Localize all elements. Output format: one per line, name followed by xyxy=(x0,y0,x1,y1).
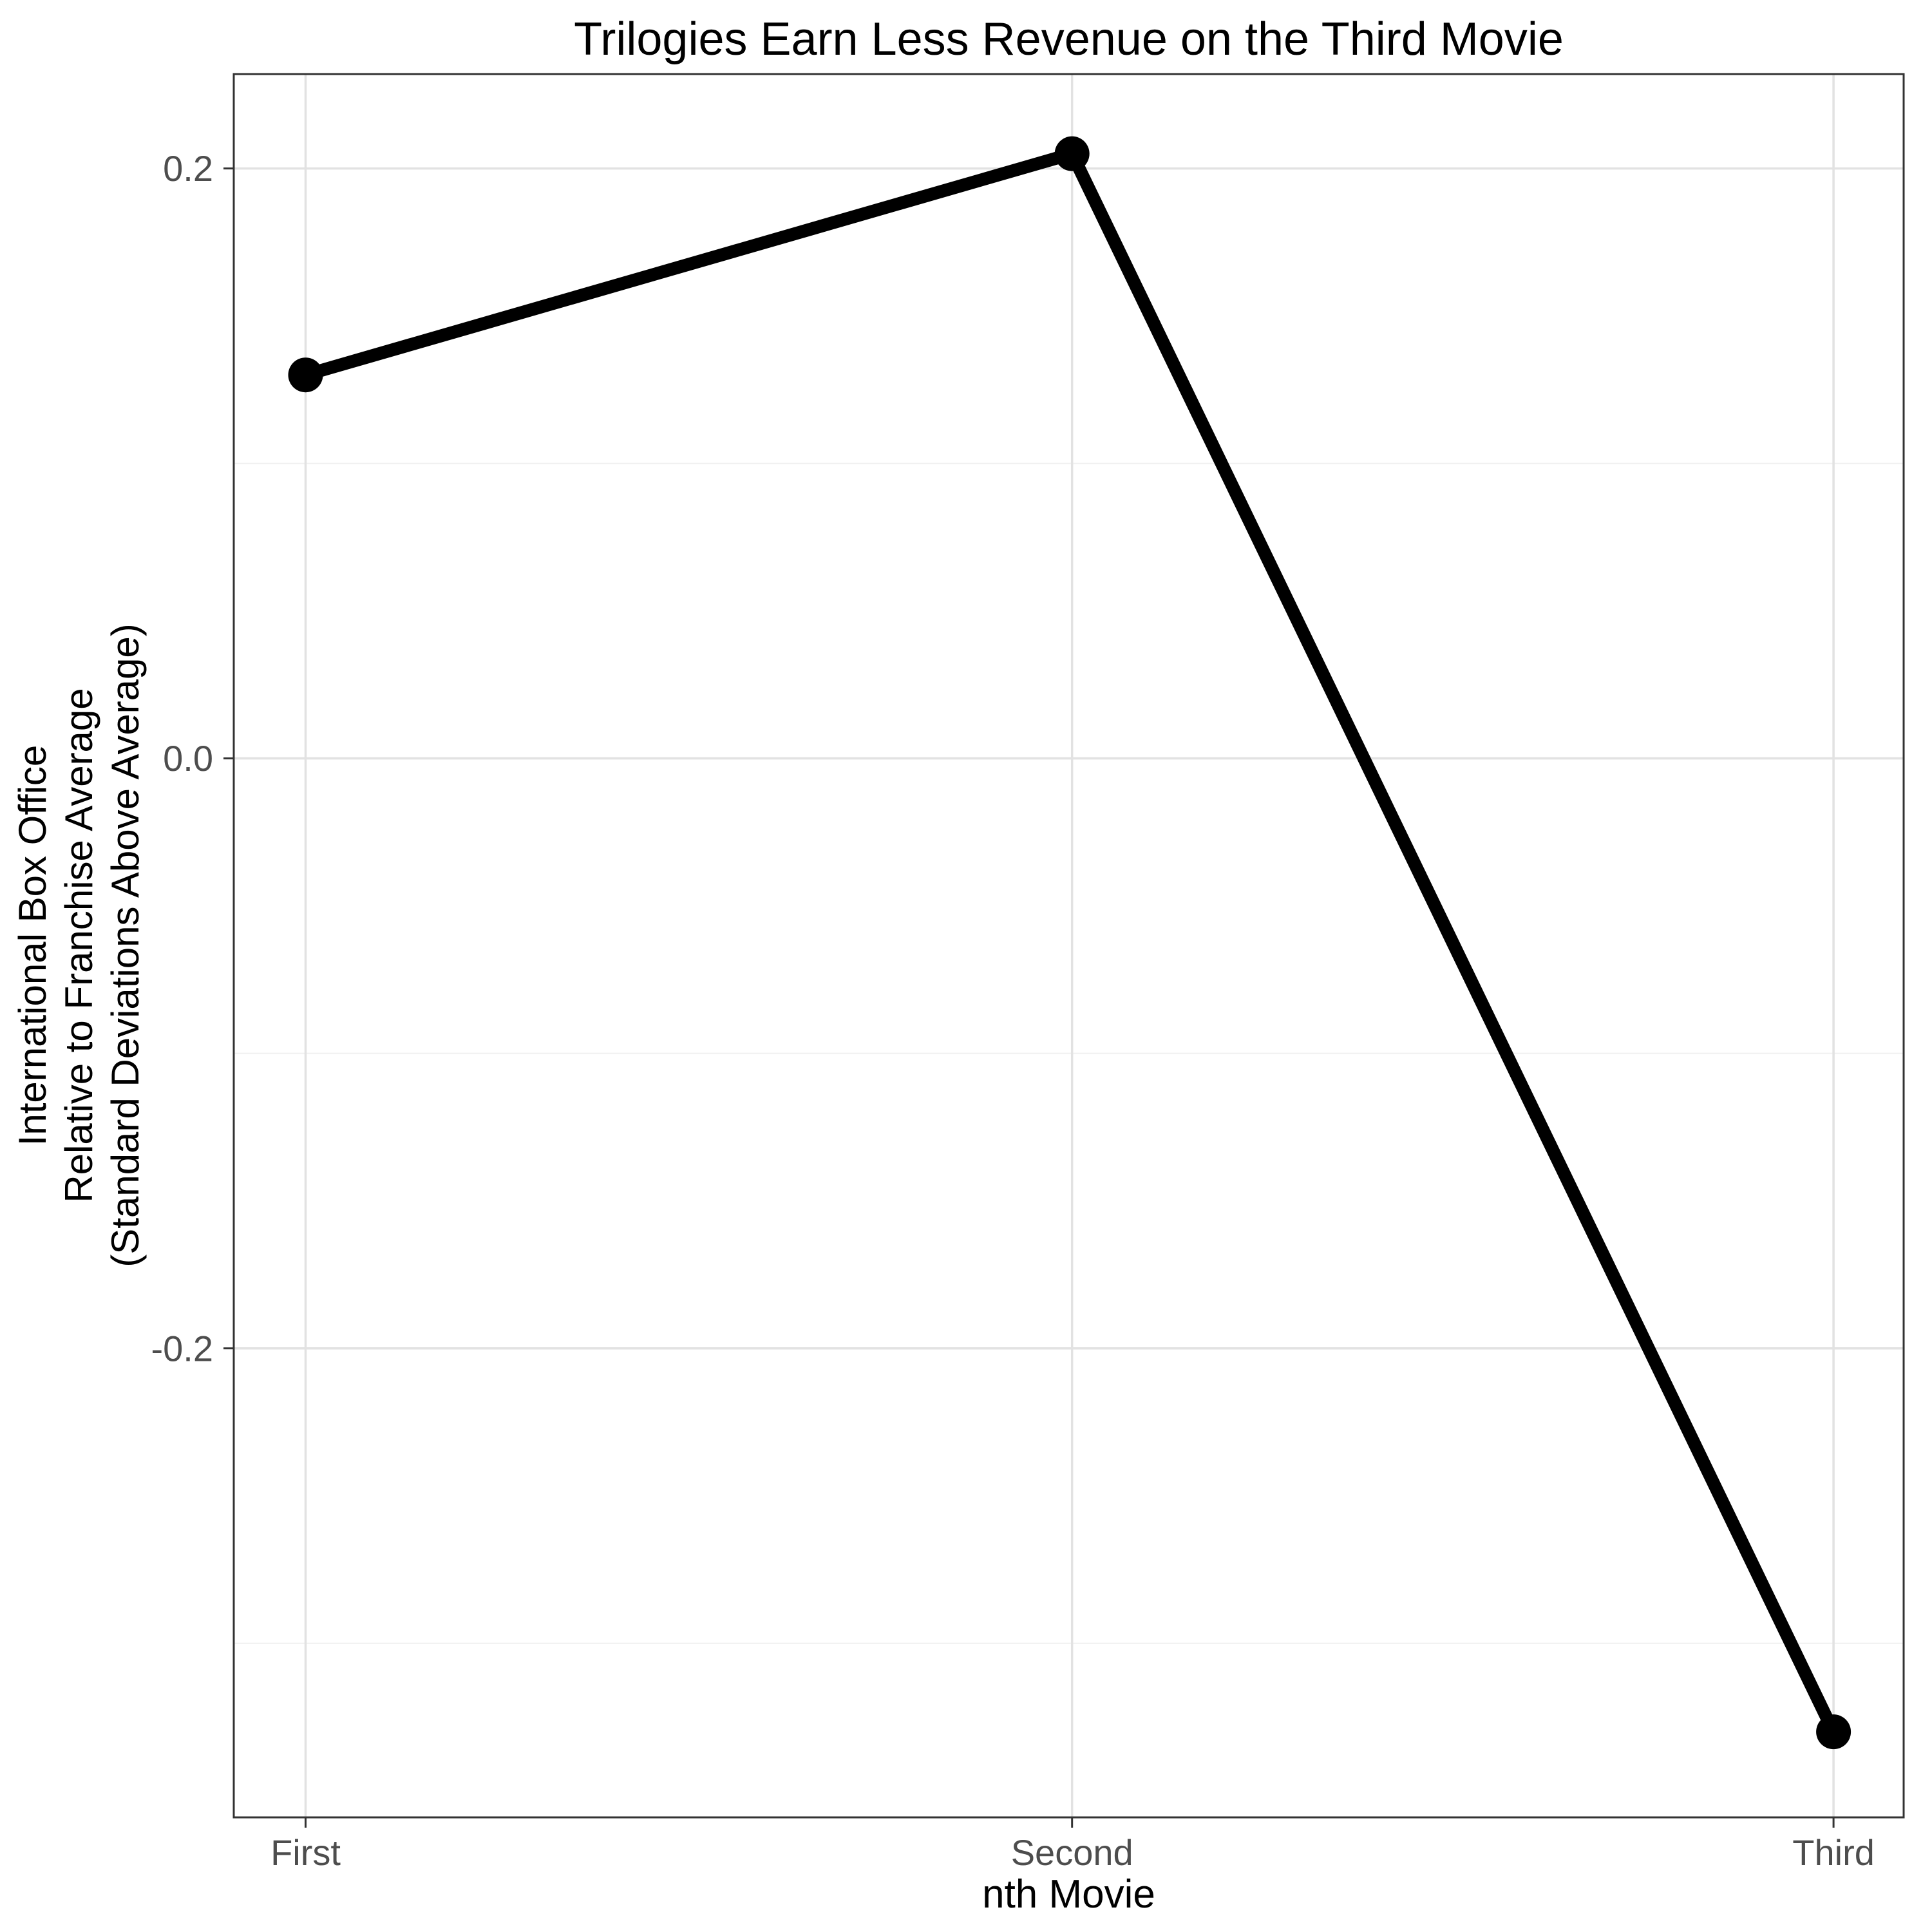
data-point xyxy=(288,357,323,393)
y-tick-label: 0.2 xyxy=(163,148,213,189)
chart-title: Trilogies Earn Less Revenue on the Third… xyxy=(574,14,1564,65)
x-tick-label: First xyxy=(270,1832,341,1873)
x-tick-label: Third xyxy=(1792,1832,1875,1873)
data-point xyxy=(1054,136,1090,171)
data-point xyxy=(1816,1714,1852,1750)
y-axis-title: International Box Office Relative to Fra… xyxy=(11,623,147,1267)
panel-border xyxy=(232,73,1905,1819)
x-axis-title: nth Movie xyxy=(982,1872,1155,1917)
y-tick-label: 0.0 xyxy=(163,738,213,779)
panel-background xyxy=(234,74,1904,1817)
x-tick-label: Second xyxy=(1011,1832,1133,1873)
y-tick-label: -0.2 xyxy=(151,1328,214,1368)
